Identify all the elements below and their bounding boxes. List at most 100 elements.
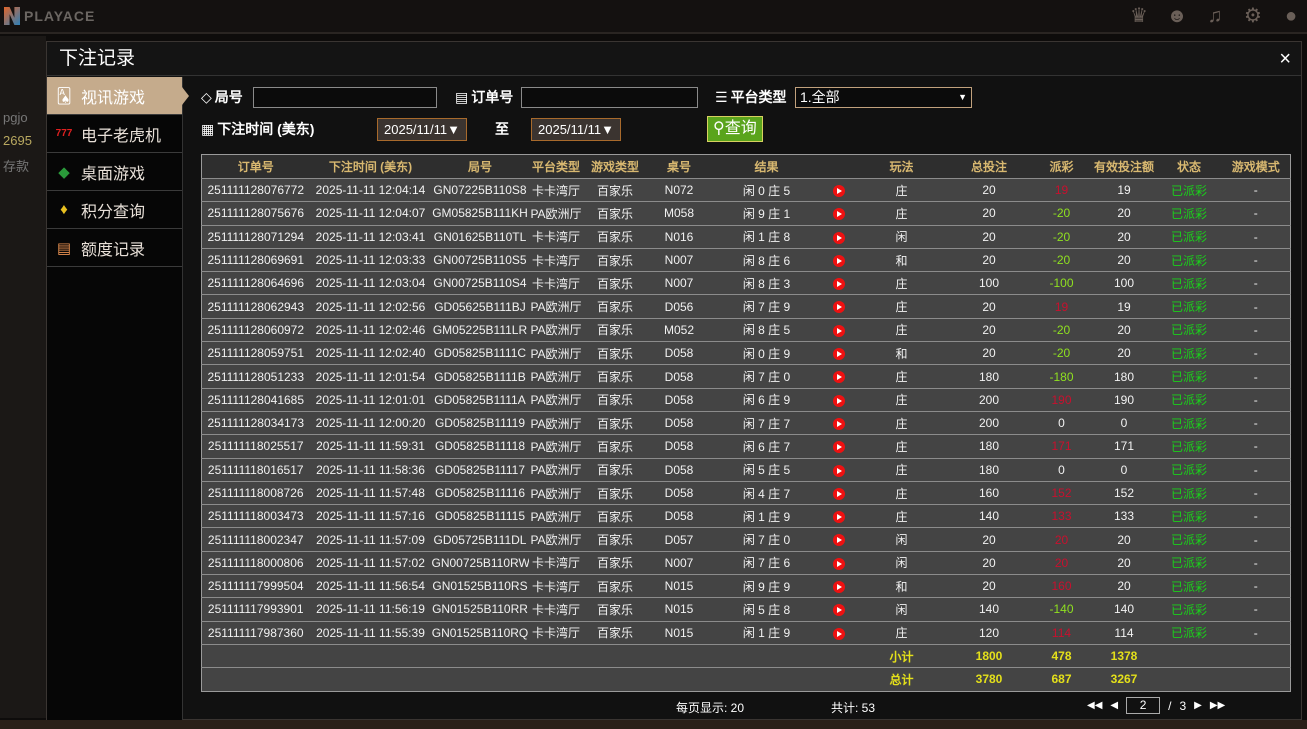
round-id: GD05825B11118 (431, 434, 529, 459)
bet-type: 和 (856, 341, 947, 365)
date-from-picker[interactable]: 2025/11/11▼ (377, 117, 468, 141)
play-replay-icon[interactable] (833, 581, 845, 594)
play-replay-icon[interactable] (833, 394, 845, 407)
chevron-down-icon: ▼ (958, 92, 967, 102)
replay[interactable] (821, 177, 857, 202)
sidebar-item-3[interactable]: ♦ 积分查询 (47, 191, 182, 229)
replay[interactable] (821, 457, 857, 482)
game-type: 百家乐 (583, 317, 647, 342)
status: 已派彩 (1156, 597, 1222, 622)
balance: 2695 (3, 133, 32, 148)
first-page-icon[interactable]: ◀◀ (1087, 700, 1103, 711)
table-row: 251111118025517 2025-11-11 11:59:31 GD0582… (201, 434, 1291, 459)
sidebar-item-1[interactable]: 777 电子老虎机 (47, 115, 182, 153)
play-replay-icon[interactable] (833, 278, 845, 291)
replay[interactable] (821, 341, 857, 365)
game-type: 百家乐 (583, 620, 647, 645)
replay[interactable] (821, 271, 857, 295)
replay[interactable] (821, 201, 857, 226)
play-replay-icon[interactable] (833, 208, 845, 221)
play-replay-icon[interactable] (833, 371, 845, 384)
game-mode: - (1221, 480, 1291, 505)
play-replay-icon[interactable] (833, 627, 845, 640)
gear-icon[interactable]: ⚙ (1244, 5, 1262, 27)
play-replay-icon[interactable] (833, 324, 845, 337)
table-row: 251111128062943 2025-11-11 12:02:56 GD0562… (201, 294, 1291, 319)
payout: -180 (1031, 364, 1092, 389)
play-replay-icon[interactable] (833, 464, 845, 477)
game-type: 百家乐 (583, 410, 647, 435)
replay[interactable] (821, 247, 857, 272)
customer-service-icon[interactable]: ☻ (1166, 5, 1188, 27)
game-mode: - (1221, 271, 1291, 295)
total-bet: 20 (946, 224, 1032, 249)
table-no: M058 (646, 201, 712, 226)
replay[interactable] (821, 574, 857, 598)
result: 闲 6 庄 9 (711, 387, 822, 412)
valid-bet: 0 (1091, 457, 1157, 482)
next-page-icon[interactable]: ▶ (1194, 700, 1202, 711)
payout: 19 (1031, 177, 1092, 202)
replay[interactable] (821, 527, 857, 552)
replay[interactable] (821, 387, 857, 412)
modal-title: 下注记录 (47, 42, 1301, 76)
prev-page-icon[interactable]: ◀ (1110, 700, 1119, 711)
page-input[interactable]: 2 (1126, 697, 1161, 714)
play-replay-icon[interactable] (833, 534, 845, 547)
order-input[interactable] (521, 86, 698, 108)
round-input[interactable] (253, 86, 437, 108)
play-replay-icon[interactable] (833, 301, 845, 314)
platform: 卡卡湾厅 (528, 177, 584, 202)
result: 闲 0 庄 9 (711, 341, 822, 365)
replay[interactable] (821, 504, 857, 528)
chat-icon[interactable]: ● (1284, 5, 1298, 27)
platform-select[interactable]: 1.全部 ▼ (795, 86, 972, 108)
replay[interactable] (821, 597, 857, 622)
platform: PA欧洲厅 (528, 387, 584, 412)
round-id: GD05825B11119 (431, 410, 529, 435)
valid-bet: 180 (1091, 364, 1157, 389)
replay[interactable] (821, 410, 857, 435)
bet-type: 庄 (856, 480, 947, 505)
game-type: 百家乐 (583, 201, 647, 226)
bet-type: 庄 (856, 271, 947, 295)
play-replay-icon[interactable] (833, 604, 845, 617)
status: 已派彩 (1156, 504, 1222, 528)
play-replay-icon[interactable] (833, 441, 845, 454)
replay[interactable] (821, 294, 857, 319)
music-icon[interactable]: ♫ (1207, 5, 1223, 27)
replay[interactable] (821, 480, 857, 505)
play-replay-icon[interactable] (833, 254, 845, 267)
date-to-picker[interactable]: 2025/11/11▼ (531, 117, 622, 141)
close-icon[interactable]: × (1279, 48, 1291, 70)
result: 闲 7 庄 7 (711, 410, 822, 435)
result: 闲 8 庄 5 (711, 317, 822, 342)
order-id: 251111118008726 (201, 480, 310, 505)
replay[interactable] (821, 364, 857, 389)
replay[interactable] (821, 550, 857, 575)
last-page-icon[interactable]: ▶▶ (1209, 700, 1226, 711)
bet-time: 2025-11-11 12:04:07 (309, 201, 432, 226)
replay[interactable] (821, 317, 857, 342)
replay[interactable] (821, 434, 857, 459)
column-header: 下注时间 (美东) (309, 154, 432, 179)
play-replay-icon[interactable] (833, 348, 845, 361)
valid-bet: 152 (1091, 480, 1157, 505)
sidebar-item-4[interactable]: ▤ 额度记录 (47, 229, 182, 267)
sidebar-item-0[interactable]: 🂡 视讯游戏 (47, 77, 189, 115)
total-bet: 200 (946, 410, 1032, 435)
column-header: 结果 (711, 154, 822, 179)
deposit-link[interactable]: 存款 (3, 159, 30, 174)
play-replay-icon[interactable] (833, 417, 845, 430)
play-replay-icon[interactable] (833, 557, 845, 570)
bet-time: 2025-11-11 11:56:19 (309, 597, 432, 622)
sidebar-item-2[interactable]: ◆ 桌面游戏 (47, 153, 182, 191)
vip-icon[interactable]: ♛ (1130, 5, 1148, 27)
replay[interactable] (821, 224, 857, 249)
replay[interactable] (821, 620, 857, 645)
play-replay-icon[interactable] (833, 184, 845, 197)
play-replay-icon[interactable] (833, 511, 845, 524)
play-replay-icon[interactable] (833, 487, 845, 500)
query-button[interactable]: ⚲查询 (707, 116, 763, 142)
play-replay-icon[interactable] (833, 231, 845, 244)
